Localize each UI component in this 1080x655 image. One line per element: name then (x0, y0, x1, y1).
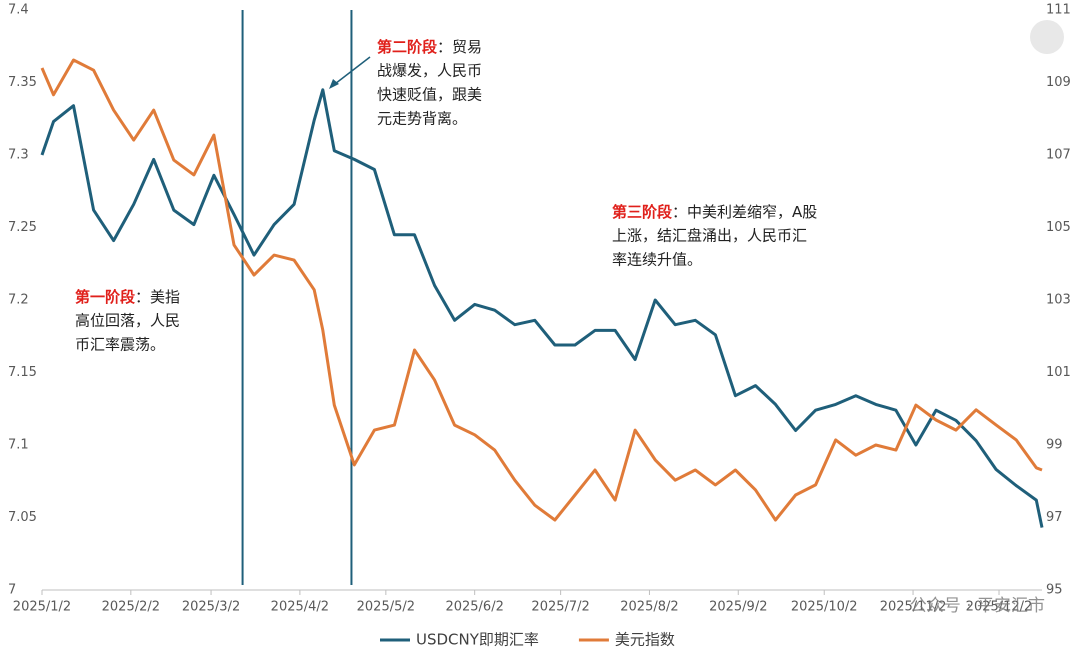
y-tick-label: 7.2 (8, 293, 29, 308)
arrow-head (329, 79, 339, 89)
x-tick-label: 2025/2/2 (102, 600, 160, 615)
y-tick-label: 7.25 (8, 220, 37, 235)
annotation-text: 币汇率震荡。 (75, 336, 165, 354)
annotation-line: 第一阶段：美指 (75, 288, 180, 306)
x-tick-label: 2025/1/2 (13, 600, 71, 615)
x-tick-label: 2025/11/2 (880, 600, 947, 615)
y-tick-label: 7.35 (8, 75, 37, 90)
annotation-text: 高位回落，人民 (75, 312, 180, 330)
annotation-text: 上涨，结汇盘涌出，人民币汇 (612, 227, 807, 245)
annotation-text: ：中美利差缩窄，A股 (672, 203, 817, 221)
y2-tick-label: 101 (1046, 365, 1071, 380)
y2-tick-label: 109 (1046, 75, 1071, 90)
legend-label: USDCNY即期汇率 (416, 631, 539, 649)
y2-tick-label: 95 (1046, 583, 1063, 598)
x-tick-label: 2025/9/2 (709, 600, 767, 615)
y-tick-label: 7.05 (8, 510, 37, 525)
annotation-label: 第一阶段 (75, 288, 135, 306)
x-tick-label: 2025/7/2 (531, 600, 589, 615)
annotation-text: 元走势背离。 (377, 110, 467, 128)
annotation-text: 率连续升值。 (612, 251, 702, 269)
annotation-text: ：贸易 (437, 38, 482, 56)
y-tick-label: 7.15 (8, 365, 37, 380)
zoom-icon[interactable] (1030, 20, 1064, 54)
y-tick-label: 7.3 (8, 148, 29, 163)
x-tick-label: 2025/10/2 (791, 600, 858, 615)
annotation-line: 第三阶段：中美利差缩窄，A股 (612, 203, 817, 221)
annotation-text: 快速贬值，跟美 (377, 86, 482, 104)
y2-tick-label: 111 (1046, 3, 1071, 18)
x-tick-label: 2025/8/2 (620, 600, 678, 615)
y-tick-label: 7.1 (8, 438, 29, 453)
y2-tick-label: 97 (1046, 510, 1063, 525)
y2-tick-label: 103 (1046, 293, 1071, 308)
x-tick-label: 2025/3/2 (182, 600, 240, 615)
x-tick-label: 2025/12/2 (966, 600, 1033, 615)
annotation-text: 战爆发，人民币 (377, 62, 482, 80)
series-line (40, 58, 1043, 522)
x-tick-label: 2025/5/2 (357, 600, 415, 615)
y-tick-label: 7 (8, 583, 16, 598)
x-tick-label: 2025/6/2 (445, 600, 503, 615)
annotation-label: 第三阶段 (612, 203, 672, 221)
y-tick-label: 7.4 (8, 3, 29, 18)
x-tick-label: 2025/4/2 (271, 600, 329, 615)
series-line (40, 88, 1044, 528)
annotation-text: ：美指 (135, 288, 180, 306)
y2-tick-label: 99 (1046, 438, 1063, 453)
legend-label: 美元指数 (615, 631, 675, 649)
y2-tick-label: 105 (1046, 220, 1071, 235)
annotation-label: 第二阶段 (377, 38, 437, 56)
annotation-line: 第二阶段：贸易 (377, 38, 482, 56)
watermark: 公众号 · 平安汇市 (910, 596, 1045, 616)
y2-tick-label: 107 (1046, 148, 1071, 163)
